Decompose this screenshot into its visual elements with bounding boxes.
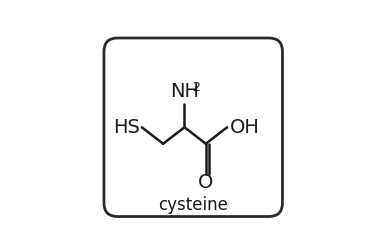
Text: OH: OH	[230, 118, 260, 137]
Text: 2: 2	[192, 81, 200, 94]
Text: O: O	[198, 173, 213, 192]
FancyBboxPatch shape	[104, 38, 282, 216]
Text: NH: NH	[170, 82, 199, 101]
Text: HS: HS	[113, 118, 140, 137]
Text: cysteine: cysteine	[158, 196, 228, 214]
